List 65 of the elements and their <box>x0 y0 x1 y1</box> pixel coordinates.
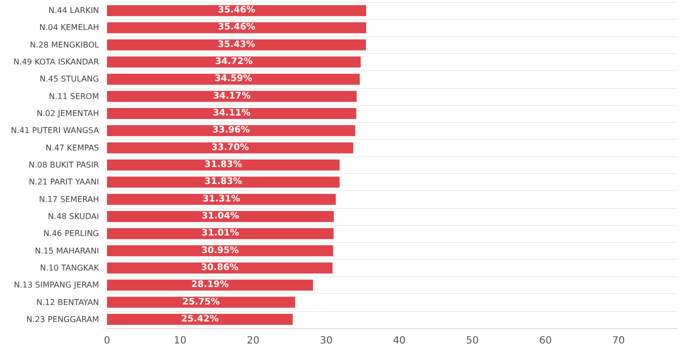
data-label: 31.31% <box>202 194 240 204</box>
bar <box>107 108 356 120</box>
data-label: 25.42% <box>181 314 219 324</box>
y-tick-label: N.49 KOTA ISKANDAR <box>13 58 100 67</box>
bar <box>107 142 354 154</box>
data-label: 25.75% <box>182 297 220 308</box>
bar <box>107 74 360 85</box>
data-label: 31.83% <box>204 177 242 188</box>
bar <box>107 296 296 308</box>
y-tick-label: N.08 BUKIT PASIR <box>28 160 100 170</box>
bar <box>107 314 293 325</box>
data-label: 33.70% <box>211 142 249 153</box>
data-label: 30.86% <box>201 262 239 273</box>
y-tick-label: N.45 STULANG <box>40 74 99 84</box>
y-tick-label: N.04 KEMELAH <box>39 23 99 32</box>
y-tick-label: N.13 SIMPANG JERAM <box>14 280 100 290</box>
bar <box>107 22 366 34</box>
bar <box>107 160 340 170</box>
data-label: 28.19% <box>191 280 229 290</box>
bar <box>107 228 334 240</box>
y-tick-label: N.47 KEMPAS <box>46 143 99 152</box>
bar <box>107 56 361 68</box>
bar <box>107 262 333 274</box>
y-tick-label: N.21 PARIT YAANI <box>28 178 99 187</box>
y-tick-label: N.11 SEROM <box>48 92 100 101</box>
data-label: 31.83% <box>204 160 242 170</box>
y-tick-label: N.15 MAHARANI <box>34 246 99 256</box>
data-label: 34.17% <box>213 91 251 102</box>
bar <box>107 90 357 102</box>
data-label: 35.43% <box>218 40 256 50</box>
data-label: 35.46% <box>218 6 256 16</box>
data-label: 31.04% <box>202 211 240 222</box>
x-tick-label: 40 <box>392 336 406 346</box>
y-tick-label: N.46 PERLING <box>43 229 99 238</box>
bar <box>107 176 340 188</box>
y-tick-label: N.02 JEMENTAH <box>36 109 99 118</box>
x-tick-label: 30 <box>320 336 333 346</box>
bar <box>107 125 356 136</box>
y-tick-label: N.10 TANGKAK <box>40 263 100 272</box>
y-tick-label: N.44 LARKIN <box>48 6 100 16</box>
y-tick-label: N.41 PUTERI WANGSA <box>10 126 100 136</box>
x-tick-label: 70 <box>612 336 625 346</box>
data-label: 31.01% <box>202 228 240 239</box>
x-tick-label: 20 <box>246 336 260 346</box>
y-tick-label: N.28 MENGKIBOL <box>30 40 100 50</box>
bar <box>107 280 314 291</box>
data-label: 34.72% <box>215 57 253 68</box>
x-tick-label: 10 <box>174 336 186 346</box>
data-label: 34.11% <box>212 108 250 119</box>
x-tick-label: 0 <box>104 336 110 346</box>
bar <box>107 194 336 205</box>
x-tick-label: 60 <box>539 336 552 346</box>
data-label: 30.95% <box>201 246 239 256</box>
y-tick-label: N.23 PENGGARAM <box>26 314 100 324</box>
y-tick-label: N.17 SEMERAH <box>38 194 99 204</box>
data-label: 33.96% <box>212 126 250 136</box>
bar <box>107 245 334 256</box>
bar <box>107 5 366 16</box>
y-tick-label: N.12 BENTAYAN <box>36 298 100 307</box>
bar <box>107 210 334 222</box>
y-tick-label: N.48 SKUDAI <box>48 212 99 221</box>
bar <box>107 39 366 50</box>
x-tick-label: 50 <box>466 336 479 346</box>
data-label: 35.46% <box>218 22 256 33</box>
data-label: 34.59% <box>214 74 252 84</box>
